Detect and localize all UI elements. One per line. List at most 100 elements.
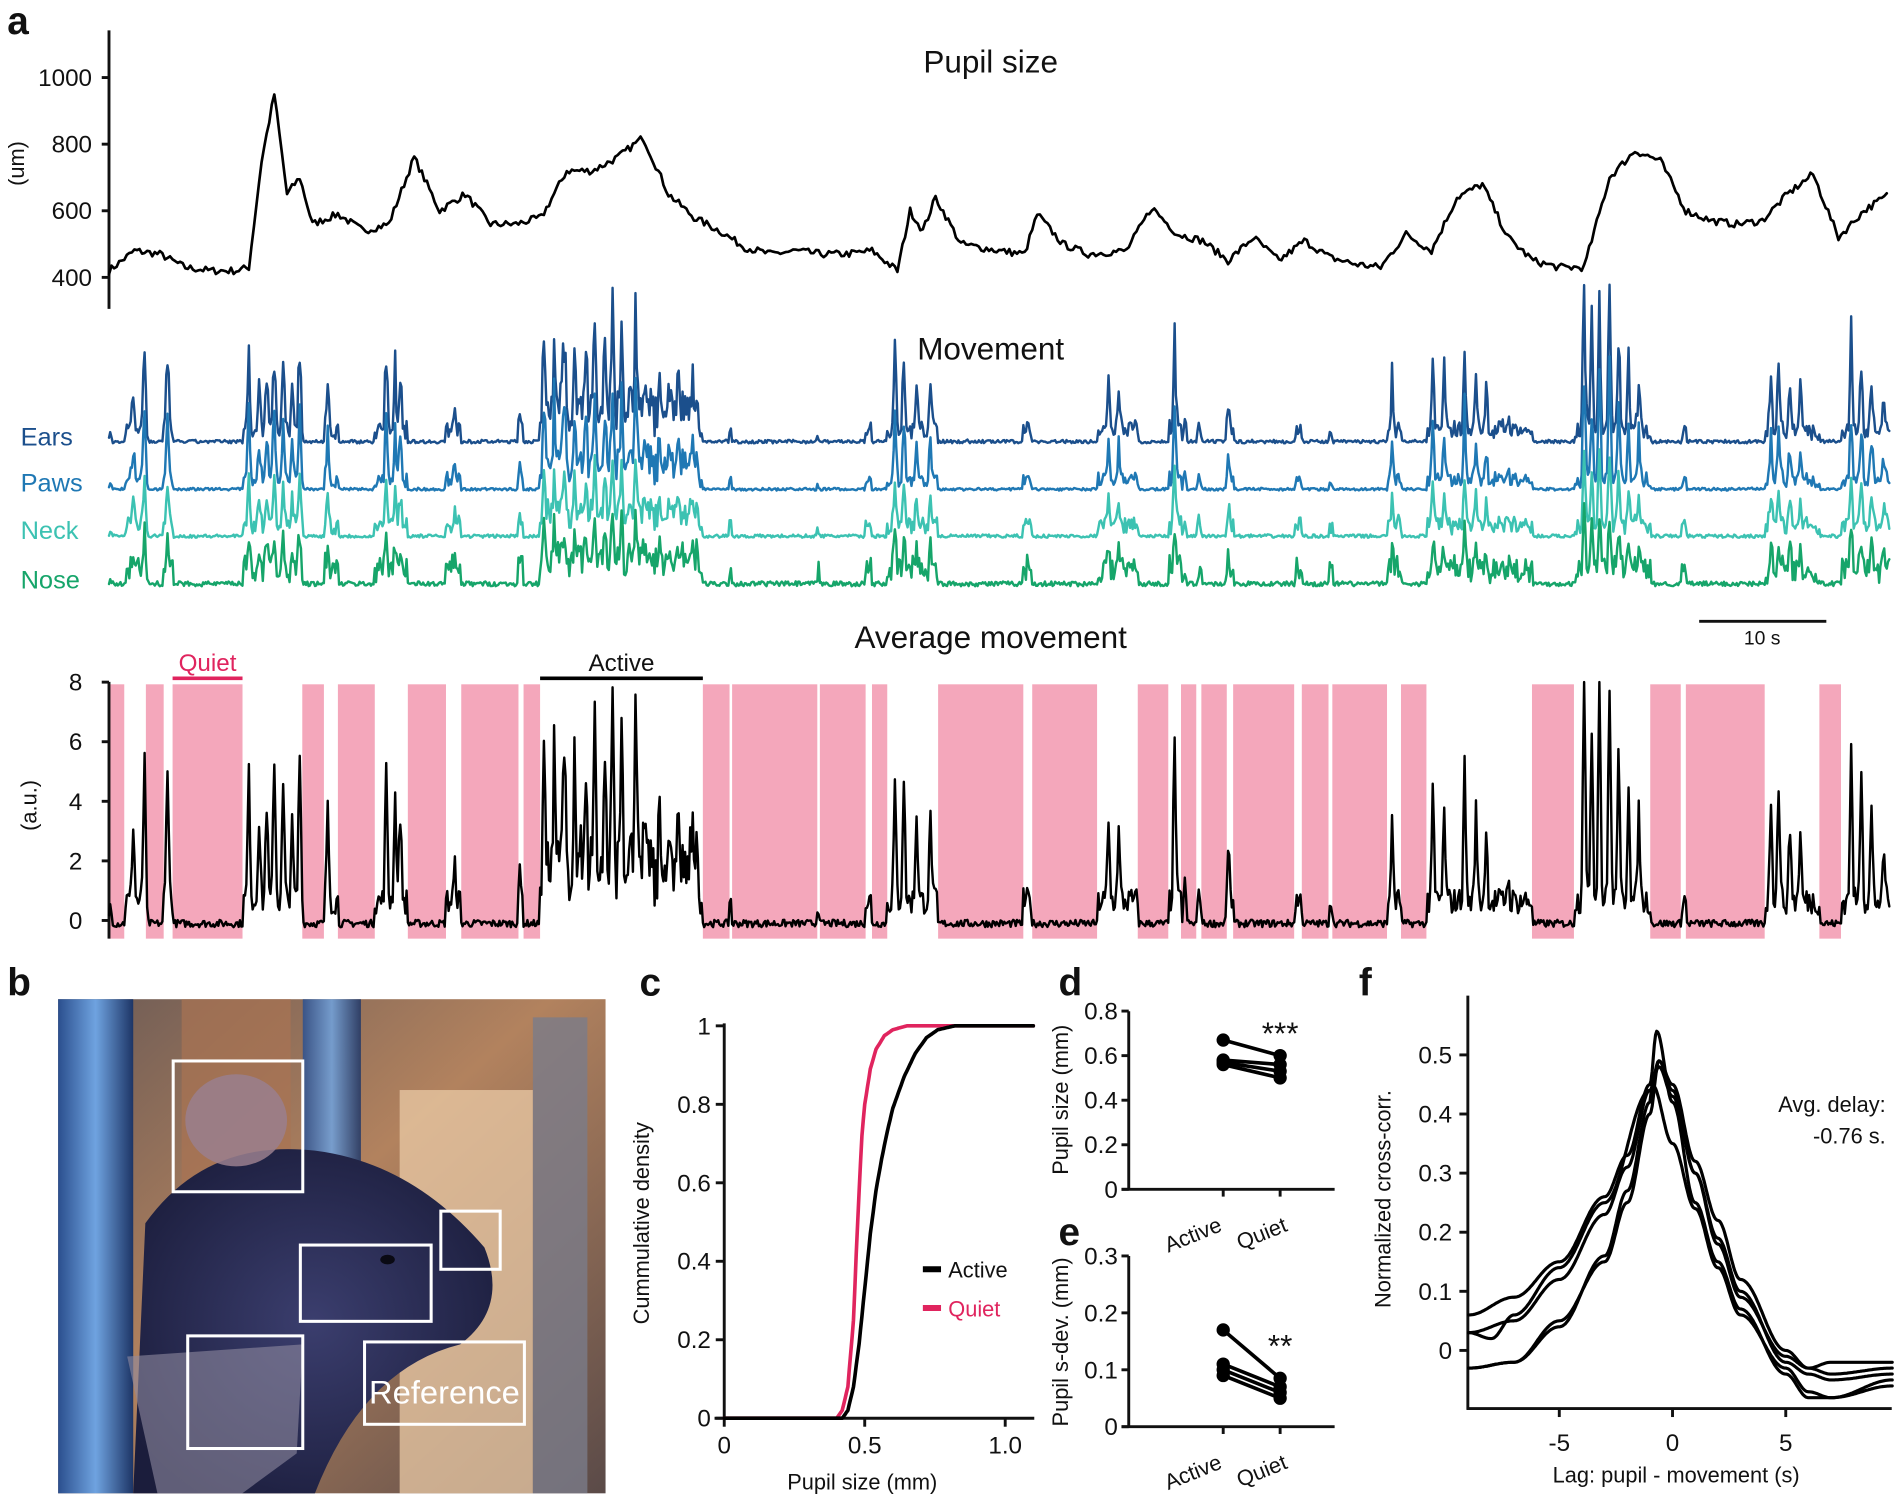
- cdf-x-tick-label: 0.5: [848, 1432, 882, 1459]
- paired-y-tick-label: 0: [1104, 1177, 1117, 1204]
- mouse-roi-image: Reference: [58, 999, 606, 1494]
- roi-nose[interactable]: [439, 1209, 502, 1271]
- cross-corr-x-tick-label: 5: [1779, 1430, 1792, 1457]
- quiet-period-band: [1531, 684, 1574, 939]
- paired-y-tick-label: 0.2: [1084, 1132, 1118, 1159]
- roi-ears[interactable]: [171, 1059, 305, 1194]
- cross-corr-y-tick-label: 0.3: [1418, 1161, 1452, 1188]
- paired-line: [1222, 1373, 1281, 1400]
- legend-label-active: Active: [948, 1258, 1007, 1283]
- cdf-y-tick-label: 0.8: [677, 1092, 711, 1119]
- paired-y-tick-label: 0.1: [1084, 1357, 1118, 1384]
- quiet-point: [1273, 1391, 1287, 1405]
- roi-boxes: [171, 1059, 526, 1451]
- pupil-y-tick-label: 400: [52, 265, 92, 292]
- cdf-curve-quiet: [722, 1024, 1036, 1421]
- quiet-period-band: [1685, 684, 1765, 939]
- roi-paws[interactable]: [186, 1334, 305, 1451]
- cross-corr-x-label: Lag: pupil - movement (s): [1553, 1462, 1800, 1487]
- average-movement-y-tick-label: 6: [69, 729, 82, 756]
- paired-line: [1222, 1368, 1281, 1395]
- category-label-active-e: Active: [1161, 1449, 1225, 1494]
- movement-trace-nose: [107, 502, 1891, 588]
- category-label-quiet-d: Quiet: [1233, 1212, 1291, 1255]
- cdf-y-tick-label: 0.6: [677, 1170, 711, 1197]
- roi-reference-label: Reference: [369, 1374, 520, 1411]
- quiet-period-band: [523, 684, 541, 939]
- paired-line: [1222, 1328, 1282, 1380]
- pupil-size-trace: [107, 93, 1889, 276]
- average-movement-y-tick-label: 0: [69, 908, 82, 935]
- pupil-size-y-label: Pupil size (mm): [1048, 1025, 1073, 1175]
- panel-label-a: a: [7, 0, 29, 43]
- cross-corr-curve-4: [1467, 1082, 1894, 1400]
- pupil-sdev-paired-chart: Pupil s-dev. (mm) ** Active Quiet 0 0.1 0.…: [1048, 1243, 1335, 1495]
- cross-corr-curve-5: [1467, 1059, 1894, 1376]
- significance-stars-d: ***: [1262, 1016, 1299, 1051]
- paired-line: [1222, 1060, 1281, 1074]
- average-movement-chart: Average movement (a.u.) 0 2 4 6 8 Quiet Active: [16, 620, 1891, 939]
- active-point: [1216, 1368, 1230, 1383]
- quiet-period-band: [407, 684, 446, 939]
- quiet-period-band: [702, 684, 730, 939]
- quiet-period-band: [938, 684, 1024, 939]
- quiet-period-band: [1650, 684, 1681, 939]
- paired-line: [1222, 1362, 1281, 1389]
- panel-label-c: c: [639, 962, 661, 1005]
- movement-trace-ears: [107, 283, 1891, 445]
- roi-neck[interactable]: [298, 1243, 433, 1323]
- mouse-ear: [185, 1074, 288, 1167]
- quiet-period-band: [1819, 684, 1841, 939]
- quiet-period-band: [732, 684, 818, 939]
- paired-y-tick-label: 0.3: [1084, 1243, 1118, 1270]
- paired-line: [1222, 1038, 1281, 1058]
- cdf-x-tick-label: 0: [717, 1432, 730, 1459]
- movement-trace-neck: [107, 448, 1891, 539]
- cross-corr-curve-1: [1467, 1029, 1894, 1400]
- cross-corr-y-label: Normalized cross-corr.: [1370, 1090, 1395, 1308]
- movement-channel-label-nose: Nose: [21, 567, 80, 595]
- mouse-paw: [127, 1344, 303, 1494]
- quiet-period-band: [1301, 684, 1329, 939]
- active-point: [1216, 1057, 1230, 1072]
- cdf-y-tick-label: 1: [697, 1013, 710, 1040]
- quiet-point: [1273, 1071, 1287, 1085]
- mouse-eye: [380, 1254, 395, 1265]
- pupil-y-tick-label: 600: [52, 198, 92, 225]
- paired-y-tick-label: 0.6: [1084, 1043, 1118, 1070]
- cross-corr-y-tick-label: 0.2: [1418, 1220, 1452, 1247]
- average-movement-y-tick-label: 2: [69, 848, 82, 875]
- cross-corr-y-tick-label: 0.1: [1418, 1279, 1452, 1306]
- quiet-period-band: [1233, 684, 1295, 939]
- legend-label-quiet: Quiet: [948, 1297, 1000, 1322]
- movement-channel-label-ears: Ears: [21, 424, 73, 452]
- time-scale-bar-label: 10 s: [1744, 627, 1781, 649]
- panel-label-f: f: [1359, 962, 1372, 1005]
- quiet-period-band: [108, 684, 125, 939]
- paired-y-tick-label: 0: [1104, 1414, 1117, 1441]
- pupil-y-tick-label: 800: [52, 132, 92, 159]
- average-movement-y-tick-label: 8: [69, 670, 82, 697]
- movement-chart: Movement 10 s Ears Paws Neck Nose: [21, 283, 1891, 649]
- cross-corr-x-tick-label: 0: [1666, 1430, 1679, 1457]
- panel-label-e: e: [1058, 1211, 1080, 1254]
- cdf-x-label: Pupil size (mm): [787, 1470, 937, 1495]
- pupil-size-chart: Pupil size (um) 400 600 800 1000: [4, 30, 1889, 309]
- metal-bar-left: [58, 999, 134, 1494]
- average-movement-y-tick-label: 4: [69, 789, 82, 816]
- paired-y-tick-label: 0.8: [1084, 999, 1118, 1026]
- category-label-quiet-e: Quiet: [1233, 1449, 1291, 1492]
- average-movement-trace: [107, 680, 1891, 929]
- paired-y-tick-label: 0.2: [1084, 1300, 1118, 1327]
- quiet-period-band: [1137, 684, 1169, 939]
- paired-line: [1222, 1062, 1281, 1080]
- quiet-period-band: [1400, 684, 1427, 939]
- roi-reference[interactable]: [363, 1340, 526, 1426]
- cdf-y-tick-label: 0.2: [677, 1327, 711, 1354]
- average-movement-y-label: (a.u.): [16, 780, 41, 831]
- pupil-y-tick-label: 1000: [38, 65, 92, 92]
- cdf-y-label: Cummulative density: [629, 1122, 654, 1324]
- quiet-period-band: [871, 684, 888, 939]
- cross-corr-y-tick-label: 0: [1439, 1338, 1452, 1365]
- quiet-period-band: [461, 684, 519, 939]
